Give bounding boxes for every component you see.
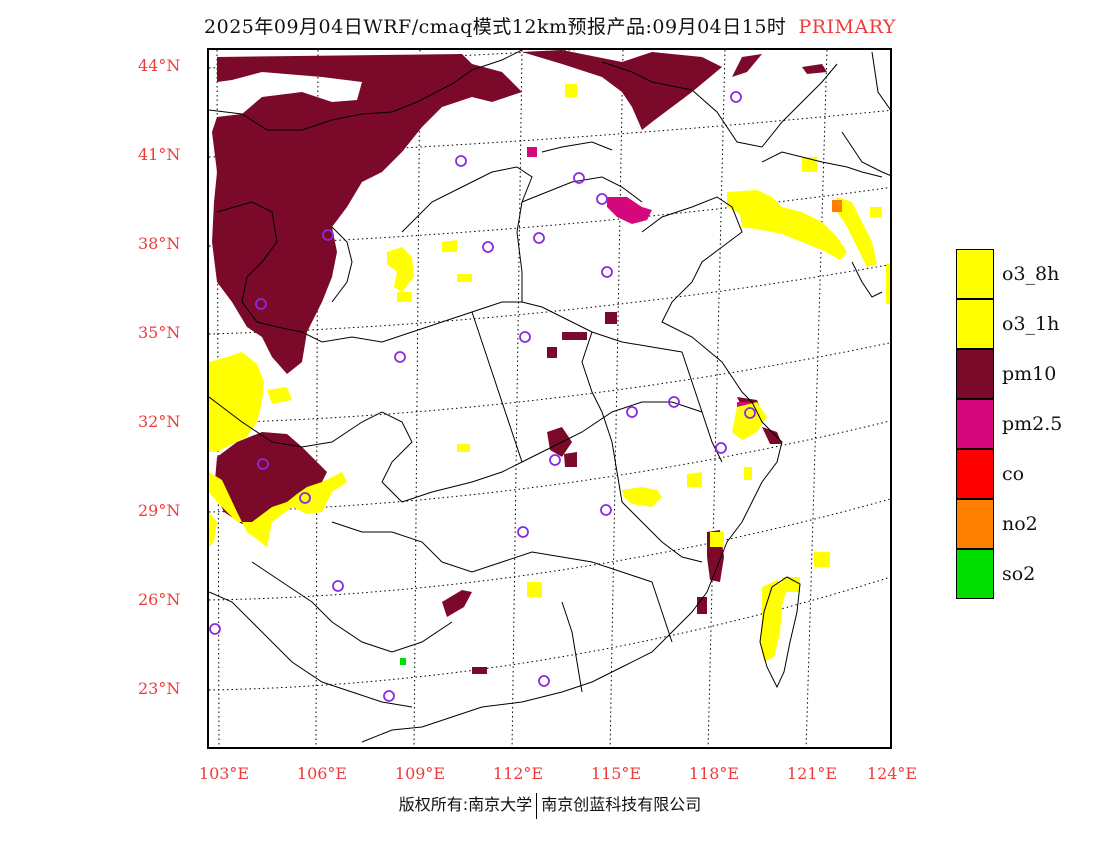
lat-label: 38°N <box>138 234 181 253</box>
lat-label: 32°N <box>138 412 181 431</box>
legend-swatch <box>956 249 994 299</box>
footer-divider <box>536 792 538 819</box>
lon-label: 115°E <box>590 764 642 783</box>
copyright-footer: 版权所有:南京大学 南京创蓝科技有限公司 <box>0 791 1100 819</box>
legend-swatch <box>956 499 994 549</box>
lat-label: 41°N <box>138 145 181 164</box>
lon-label: 103°E <box>198 764 250 783</box>
boundaries <box>209 50 890 743</box>
title-main: 2025年09月04日WRF/cmaq模式12km预报产品:09月04日15时 <box>204 16 787 38</box>
lat-label: 29°N <box>138 501 181 520</box>
copyright-company: 南京创蓝科技有限公司 <box>541 795 702 814</box>
legend-swatch <box>956 549 994 599</box>
legend-swatch <box>956 399 994 449</box>
legend-swatch <box>956 299 994 349</box>
lon-label: 124°E <box>866 764 918 783</box>
legend-label: o3_8h <box>1002 263 1060 285</box>
legend-label: so2 <box>1002 563 1036 585</box>
no2-spot <box>832 200 842 212</box>
legend-label: o3_1h <box>1002 313 1060 335</box>
legend-label: pm10 <box>1002 363 1057 385</box>
pm10-layer <box>212 50 827 674</box>
lat-label: 44°N <box>138 56 181 75</box>
lon-label: 112°E <box>492 764 544 783</box>
lat-label: 26°N <box>138 590 181 609</box>
station-markers <box>209 91 756 702</box>
o3-layer <box>209 84 890 662</box>
lat-label: 35°N <box>138 323 181 342</box>
legend-swatch <box>956 349 994 399</box>
so2-spot <box>400 658 406 665</box>
lat-label: 23°N <box>138 679 181 698</box>
title-tag: PRIMARY <box>798 16 896 38</box>
legend-swatch <box>956 449 994 499</box>
lon-label: 118°E <box>688 764 740 783</box>
lon-label: 109°E <box>394 764 446 783</box>
lon-label: 121°E <box>786 764 838 783</box>
legend-label: pm2.5 <box>1002 413 1063 435</box>
forecast-map <box>207 48 892 749</box>
map-title: 2025年09月04日WRF/cmaq模式12km预报产品:09月04日15时 P… <box>0 12 1100 39</box>
map-canvas <box>209 50 890 747</box>
lon-label: 106°E <box>296 764 348 783</box>
copyright-owner: 版权所有:南京大学 <box>398 795 533 814</box>
legend-label: no2 <box>1002 513 1038 535</box>
legend-label: co <box>1002 463 1025 485</box>
